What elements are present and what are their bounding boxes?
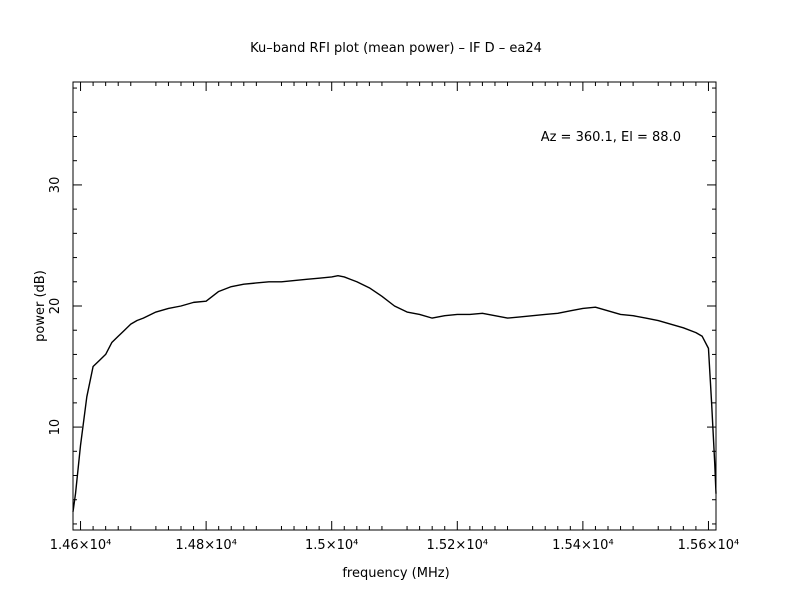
power-spectrum-line [72,275,717,512]
x-axis-label: frequency (MHz) [342,566,449,581]
axis-ticks [73,82,716,530]
y-tick-label: 20 [48,298,63,315]
x-tick-label: 1.56×10⁴ [678,538,740,553]
x-tick-label: 1.48×10⁴ [175,538,237,553]
y-axis-label: power (dB) [33,270,48,342]
x-tick-label: 1.46×10⁴ [50,538,112,553]
y-tick-labels: 10 20 30 [48,177,63,436]
az-el-annotation: Az = 360.1, El = 88.0 [541,130,681,145]
y-tick-label: 30 [48,177,63,194]
x-tick-label: 1.54×10⁴ [552,538,614,553]
x-tick-label: 1.5×10⁴ [305,538,358,553]
x-tick-labels: 1.46×10⁴ 1.48×10⁴ 1.5×10⁴ 1.52×10⁴ 1.54×10⁴ 1… [50,538,740,553]
chart-title: Ku–band RFI plot (mean power) – IF D – e… [250,41,542,56]
x-tick-label: 1.52×10⁴ [426,538,488,553]
y-tick-label: 10 [48,419,63,436]
series-layer [72,275,717,512]
